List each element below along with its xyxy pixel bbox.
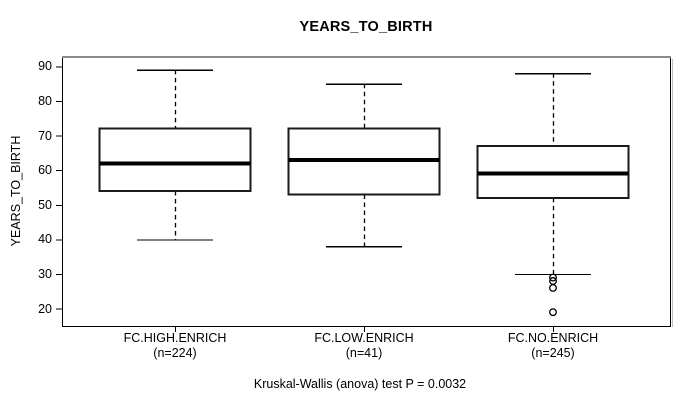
- outlier-point: [549, 273, 557, 282]
- y-tick-label: 90: [38, 59, 52, 74]
- box-iqr: [98, 127, 252, 192]
- y-tick-label: 40: [38, 232, 52, 247]
- stat-test-caption: Kruskal-Wallis (anova) test P = 0.0032: [253, 377, 467, 391]
- y-tick-label: 60: [38, 163, 52, 178]
- x-group-name: FC.HIGH.ENRICH: [123, 331, 227, 345]
- y-tick-label: 70: [38, 128, 52, 143]
- x-group-label: FC.LOW.ENRICH (n=41): [279, 331, 449, 360]
- y-tick-label: 20: [38, 301, 52, 316]
- y-tick-label: 80: [38, 94, 52, 108]
- x-group-count: (n=245): [531, 345, 575, 360]
- x-group-count: (n=224): [153, 345, 197, 360]
- y-tick-label: 50: [38, 197, 52, 212]
- outlier-point: [549, 308, 557, 317]
- chart-title: YEARS_TO_BIRTH: [299, 19, 433, 35]
- x-group-name: FC.NO.ENRICH: [507, 331, 599, 345]
- x-group-count: (n=41): [345, 345, 383, 360]
- y-tick-label: 30: [38, 267, 52, 282]
- x-group-label: FC.NO.ENRICH (n=245): [468, 331, 638, 360]
- x-group-label: FC.HIGH.ENRICH (n=224): [90, 331, 260, 360]
- x-group-name: FC.LOW.ENRICH: [314, 331, 414, 345]
- outlier-point: [549, 283, 557, 292]
